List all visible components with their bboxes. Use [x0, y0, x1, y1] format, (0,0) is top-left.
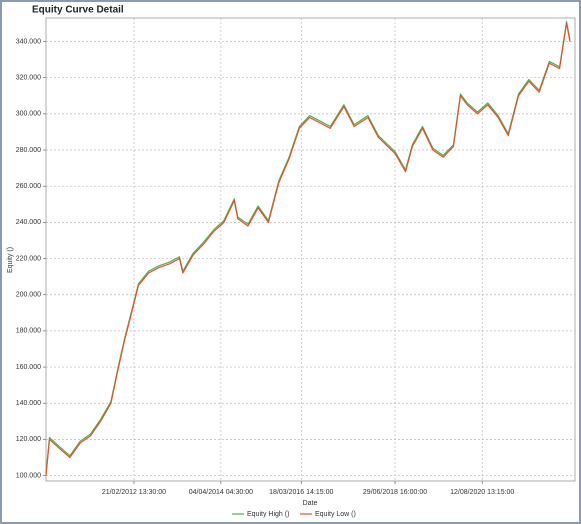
y-tick-label: 240.000: [16, 219, 41, 226]
y-tick-label: 340.000: [16, 38, 41, 45]
y-tick-label: 160.000: [16, 364, 41, 371]
y-tick-label: 100.000: [16, 472, 41, 479]
x-tick-label: 29/06/2018 16:00:00: [363, 489, 427, 496]
y-tick-label: 120.000: [16, 436, 41, 443]
series-line: [45, 22, 571, 476]
chart-title: Equity Curve Detail: [32, 5, 124, 16]
x-tick-label: 12/08/2020 13:15:00: [450, 489, 514, 496]
x-tick-label: 04/04/2014 04:30:00: [189, 489, 253, 496]
y-tick-label: 200.000: [16, 292, 41, 299]
y-tick-label: 220.000: [16, 255, 41, 262]
y-tick-label: 140.000: [16, 400, 41, 407]
plot-area: [45, 17, 576, 482]
y-tick-label: 280.000: [16, 147, 41, 154]
legend-label: Equity High (): [247, 511, 289, 518]
y-tick-label: 260.000: [16, 183, 41, 190]
legend-label: Equity Low (): [315, 511, 356, 518]
x-tick-label: 21/02/2012 13:30:00: [102, 489, 166, 496]
y-tick-label: 320.000: [16, 75, 41, 82]
x-tick-label: 18/03/2016 14:15:00: [269, 489, 333, 496]
y-tick-label: 300.000: [16, 111, 41, 118]
y-tick-label: 180.000: [16, 328, 41, 335]
x-axis-label: Date: [303, 500, 318, 507]
y-axis-label: Equity (): [7, 247, 14, 273]
